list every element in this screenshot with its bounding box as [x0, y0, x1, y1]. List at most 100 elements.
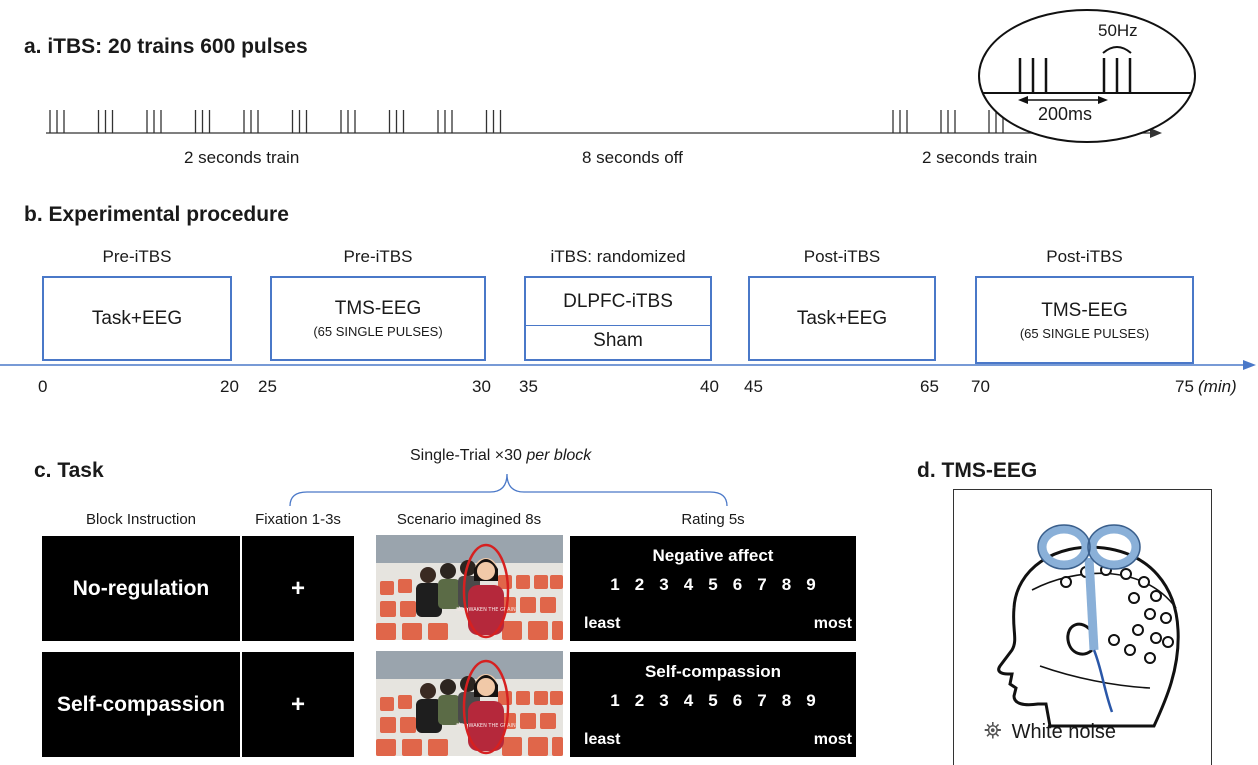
target-person-highlight: [462, 543, 510, 639]
scale-6: 6: [732, 575, 743, 594]
tms-eeg-illustration-frame: ⛯ White noise: [953, 489, 1212, 765]
coil-cable: [1092, 649, 1114, 713]
stage-2-label: TMS-EEG: [334, 298, 422, 319]
scale-low-label: least: [584, 615, 621, 632]
stage-2-sublabel: (65 SINGLE PULSES): [313, 324, 443, 339]
tms-coil: [1037, 524, 1141, 651]
scale-1: 1: [610, 575, 620, 594]
head-ear: [1066, 622, 1094, 656]
col-header-rating: Rating 5s: [681, 511, 745, 528]
train-label-left: 2 seconds train: [184, 148, 300, 167]
stadium-scene-image: NOT WAKEN THE GRAIN: [376, 535, 563, 640]
train-label-right: 2 seconds train: [922, 148, 1038, 167]
tick-65: 65: [920, 377, 939, 396]
instruction-screen-self-compassion: Self-compassion: [42, 652, 240, 757]
stage-1-box: Task+EEG: [42, 276, 232, 361]
tick-25: 25: [258, 377, 277, 396]
scale-2: 2: [634, 691, 645, 710]
stage-3-condition-a: DLPFC-iTBS: [563, 291, 673, 312]
single-trial-label: Single-Trial ×30 per block: [410, 447, 591, 465]
scale-7: 7: [757, 691, 767, 710]
scale-1: 1: [610, 691, 620, 710]
scale-4: 4: [683, 575, 694, 594]
scale-2: 2: [634, 575, 645, 594]
scale-9: 9: [806, 691, 816, 710]
scale-3: 3: [659, 575, 669, 594]
scale-8: 8: [781, 691, 792, 710]
ear-icon: ⛯: [984, 718, 1002, 743]
itbs-time-axis-arrowhead: [1150, 128, 1162, 138]
fixation-screen: +: [242, 652, 354, 757]
panel-c-heading: c. Task: [34, 459, 104, 482]
stage-3-phase: iTBS: randomized: [550, 247, 686, 266]
head-outline: [997, 545, 1180, 728]
stadium-scene-image: NOT WAKEN THE GRAIN: [376, 651, 563, 756]
procedure-timeline: [0, 360, 1256, 370]
tick-35: 35: [519, 377, 538, 396]
tick-20: 20: [220, 377, 239, 396]
head-with-tms-coil-illustration: [997, 524, 1180, 728]
stage-4-phase: Post-iTBS: [803, 247, 881, 266]
stage-4-box: Task+EEG: [748, 276, 936, 361]
tick-75: 75: [1175, 377, 1194, 396]
stage-1-label: Task+EEG: [91, 307, 183, 329]
stage-3-divider: [526, 325, 710, 326]
instruction-text: No-regulation: [72, 576, 210, 600]
inset-frequency-label: 50Hz: [1098, 21, 1138, 40]
time-unit-label: (min): [1198, 377, 1237, 396]
instruction-screen-no-regulation: No-regulation: [42, 536, 240, 641]
scale-8: 8: [781, 575, 792, 594]
col-header-scenario: Scenario imagined 8s: [396, 511, 542, 528]
col-header-instruction: Block Instruction: [85, 511, 197, 528]
scale-9: 9: [806, 575, 816, 594]
scale-3: 3: [659, 691, 669, 710]
panel-a-heading: a. iTBS: 20 trains 600 pulses: [24, 35, 308, 58]
single-trial-count: Single-Trial ×30: [410, 447, 522, 464]
scale-high-label: most: [813, 731, 852, 748]
inset-interval-label: 200ms: [1038, 104, 1093, 124]
rating-title: Negative affect: [652, 546, 774, 565]
scale-5: 5: [708, 691, 718, 710]
scenario-photo: NOT WAKEN THE GRAIN: [376, 651, 563, 756]
stage-5-box: TMS-EEG (65 SINGLE PULSES): [975, 276, 1194, 364]
single-trial-per-block: per block: [526, 447, 592, 464]
procedure-timeline-arrowhead: [1243, 360, 1256, 370]
tick-70: 70: [971, 377, 990, 396]
scenario-photo: NOT WAKEN THE GRAIN: [376, 535, 563, 640]
instruction-text: Self-compassion: [56, 692, 226, 716]
scale-4: 4: [683, 691, 694, 710]
rating-title: Self-compassion: [644, 662, 782, 681]
panel-d-heading: d. TMS-EEG: [917, 459, 1038, 482]
tick-40: 40: [700, 377, 719, 396]
off-label: 8 seconds off: [582, 148, 683, 167]
panel-b-heading: b. Experimental procedure: [24, 203, 289, 226]
scale-5: 5: [708, 575, 718, 594]
itbs-pulse-train-diagram: [46, 9, 1196, 143]
fixation-cross: +: [290, 690, 305, 718]
pulse-burst-inset-ellipse: [978, 9, 1196, 143]
fixation-screen: +: [242, 536, 354, 641]
stage-4-label: Task+EEG: [796, 307, 888, 329]
tick-30: 30: [472, 377, 491, 396]
stage-2-box: TMS-EEG (65 SINGLE PULSES): [270, 276, 486, 361]
scale-7: 7: [757, 575, 767, 594]
stage-3-box: DLPFC-iTBS Sham: [524, 276, 712, 361]
white-noise-label: White noise: [1011, 721, 1117, 743]
stage-5-label: TMS-EEG: [1041, 299, 1128, 321]
tick-0: 0: [38, 377, 48, 396]
fixation-cross: +: [290, 574, 305, 602]
stage-1-phase: Pre-iTBS: [102, 247, 172, 266]
target-person-highlight: [462, 659, 510, 755]
single-trial-brace: [289, 473, 728, 507]
scale-low-label: least: [584, 731, 621, 748]
shirt-text: NOT WAKEN THE GRAIN: [456, 723, 516, 729]
white-noise-caption-row: ⛯ White noise: [984, 718, 1116, 744]
stage-5-phase: Post-iTBS: [1046, 247, 1123, 266]
scale-6: 6: [732, 691, 743, 710]
inset-frequency-arc: [1102, 46, 1132, 54]
shirt-text: NOT WAKEN THE GRAIN: [456, 607, 516, 613]
